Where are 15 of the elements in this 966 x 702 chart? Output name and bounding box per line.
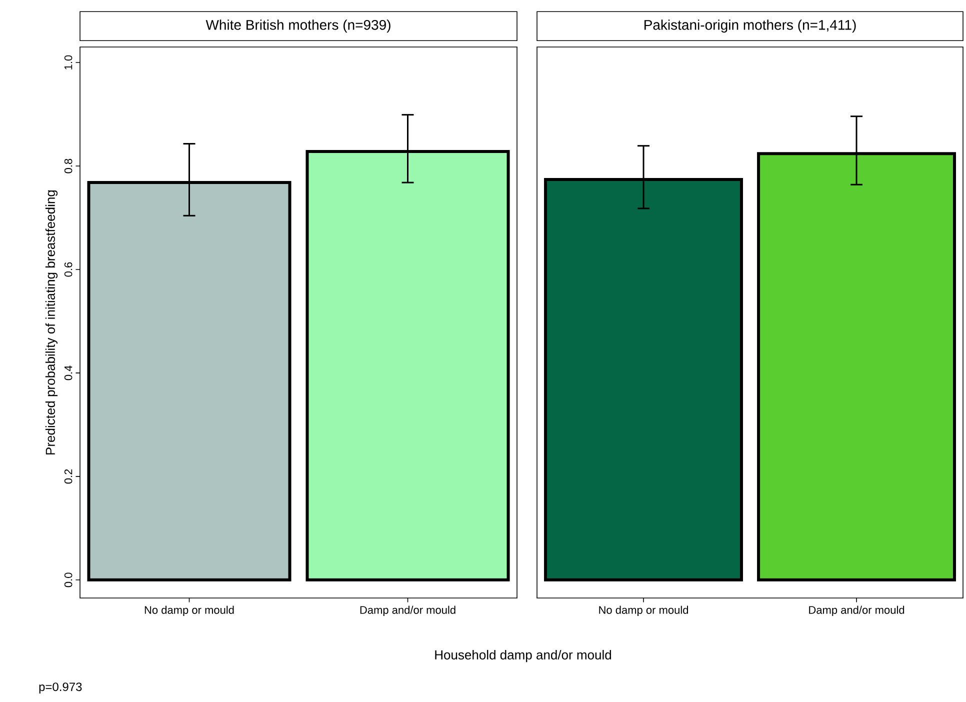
y-tick-label: 0.8 [64, 158, 72, 174]
text: p=0.973 [39, 682, 82, 694]
y-tick-label: 0.4 [64, 366, 72, 380]
y-tick-label: 0.6 [64, 262, 72, 277]
x-axis-title: Household damp and/or mould [435, 650, 612, 662]
x-tick-label: Damp and/or mould [809, 606, 904, 616]
x-tick-label: Damp and/or mould [360, 606, 456, 616]
chart-title: Pakistani-origin mothers (n=1,411) [644, 20, 856, 33]
y-tick-label: 0.0 [64, 572, 72, 588]
x-tick-label: No damp or mould [144, 606, 234, 616]
y-tick-label: 1.0 [64, 55, 72, 70]
y-tick-label: 0.2 [64, 469, 72, 484]
x-tick-label: No damp or mould [599, 606, 688, 616]
chart-title: White British mothers (n=939) [206, 20, 390, 33]
y-axis-title: Predicted probability of initiating breastfeeding [45, 190, 58, 454]
